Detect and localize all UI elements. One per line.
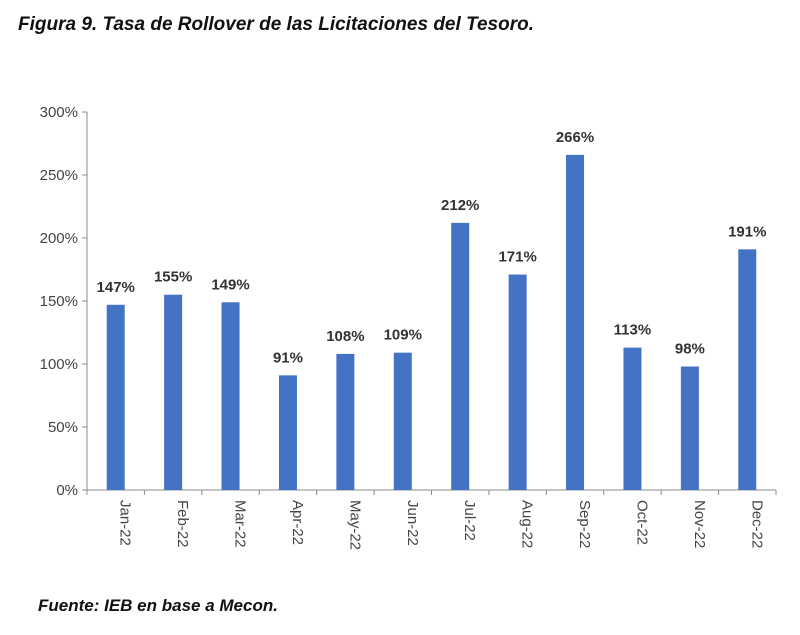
data-label: 191%: [728, 223, 766, 240]
data-label: 113%: [614, 322, 652, 339]
x-tick-label: Aug-22: [519, 500, 536, 548]
x-tick-label: Feb-22: [174, 500, 191, 548]
x-tick-label: Nov-22: [691, 500, 708, 548]
source-note: Fuente: IEB en base a Mecon.: [38, 596, 278, 615]
data-label: 171%: [498, 249, 536, 266]
bar-sep-22: [566, 154, 585, 490]
y-tick-label: 0%: [56, 482, 78, 499]
x-tick-label: May-22: [346, 500, 363, 550]
x-tick-label: Oct-22: [633, 500, 650, 545]
data-label: 108%: [326, 328, 364, 345]
data-label: 91%: [273, 349, 303, 366]
data-label: 109%: [384, 327, 422, 344]
bars: [106, 154, 757, 490]
x-tick-label: Dec-22: [748, 500, 765, 548]
data-label: 147%: [97, 279, 135, 296]
bar-dec-22: [738, 249, 757, 490]
data-label: 212%: [441, 197, 479, 214]
x-axis: Jan-22 Feb-22 Mar-22 Apr-22 May-22 Jun-22 Jul-…: [86, 489, 777, 550]
y-tick-label: 100%: [40, 356, 78, 373]
y-tick-label: 50%: [48, 419, 78, 436]
bar-oct-22: [623, 347, 642, 490]
bar-may-22: [336, 353, 355, 490]
bar-mar-22: [221, 302, 240, 490]
x-tick-label: Mar-22: [232, 500, 249, 548]
bar-nov-22: [680, 366, 699, 490]
y-tick-label: 150%: [40, 293, 78, 310]
x-tick-label: Jan-22: [117, 500, 134, 546]
x-tick-label: Jul-22: [461, 500, 478, 541]
chart-title: Figura 9. Tasa de Rollover de las Licita…: [18, 14, 534, 35]
data-label: 98%: [675, 341, 705, 358]
bar-apr-22: [278, 375, 297, 490]
y-tick-label: 200%: [40, 230, 78, 247]
bar-feb-22: [164, 294, 183, 490]
bar-aug-22: [508, 274, 527, 490]
bar-jun-22: [393, 352, 412, 490]
data-label: 149%: [211, 276, 249, 293]
y-axis: 0% 50% 100% 150% 200% 250% 300%: [40, 104, 88, 499]
data-labels: 147% 155% 149% 91% 108% 109% 212% 171% 266% 113% 9…: [97, 129, 767, 367]
x-tick-label: Apr-22: [289, 500, 306, 545]
y-tick-label: 250%: [40, 167, 78, 184]
x-tick-label: Jun-22: [404, 500, 421, 546]
data-label: 266%: [556, 129, 594, 146]
x-tick-label: Sep-22: [576, 500, 593, 548]
bar-jan-22: [106, 304, 125, 490]
y-tick-label: 300%: [40, 104, 78, 121]
data-label: 155%: [154, 269, 192, 286]
bar-jul-22: [451, 222, 470, 490]
